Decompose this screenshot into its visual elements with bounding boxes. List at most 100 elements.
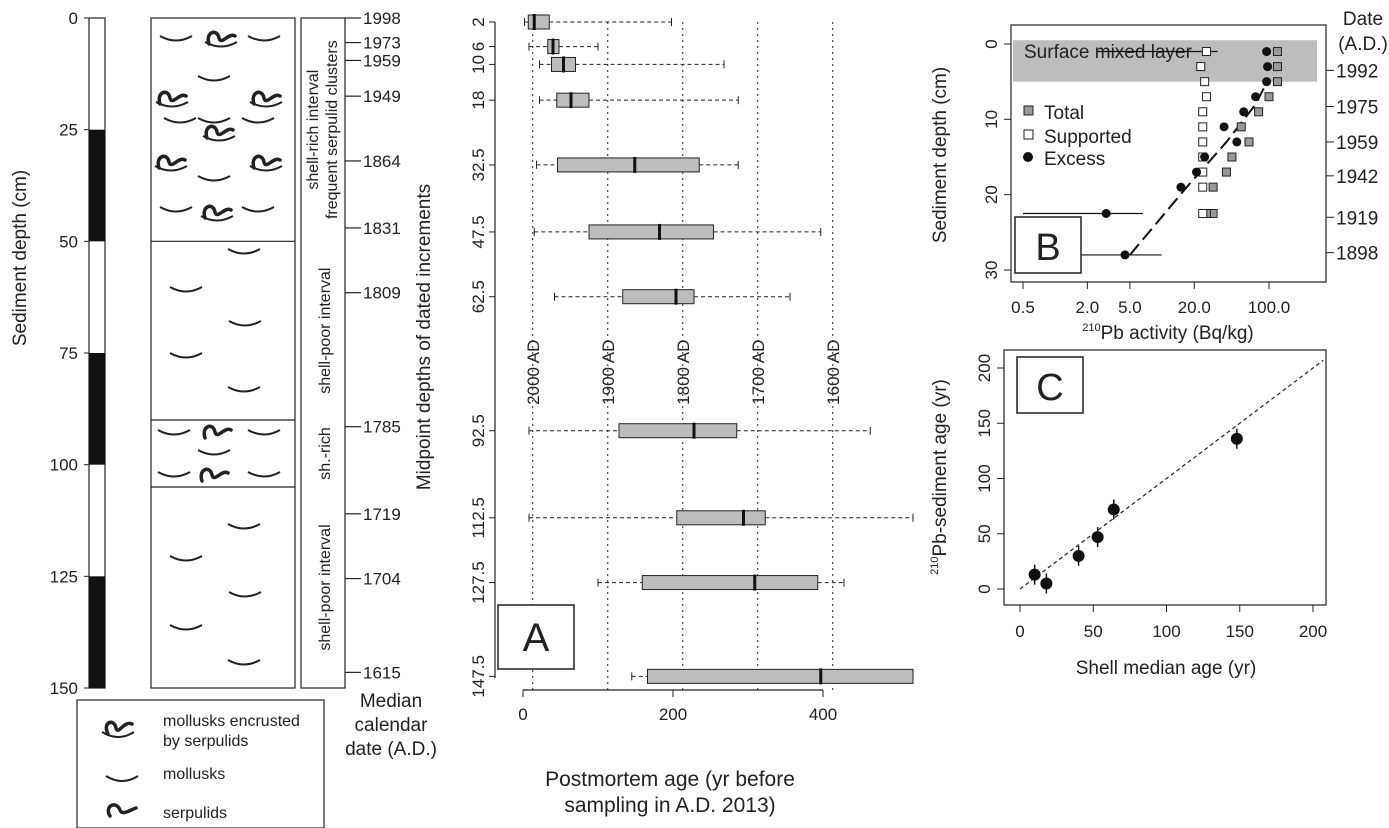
panel-c-ylabel-sup: 210 xyxy=(929,557,941,575)
date-axis-label-line3: date (A.D.) xyxy=(345,739,437,760)
panel-b-ticks: 0.5 2.0 5.0 20.0 100.0 0 10 20 30 1992 1975 1959 194… xyxy=(982,39,1378,317)
total-point xyxy=(1264,92,1274,102)
mollusk-shell-icon xyxy=(157,429,191,436)
mollusk-shell-icon xyxy=(197,449,231,456)
panel-b-right-tick-label: 1992 xyxy=(1336,61,1378,82)
panel-c-x-tick-label: 0 xyxy=(1015,622,1024,641)
mollusk-shell-icon xyxy=(169,286,203,293)
panel-a-xlabel-line2: sampling in A.D. 2013) xyxy=(564,794,775,817)
panel-a-x-tick-label: 400 xyxy=(809,705,837,724)
panel-c-point xyxy=(1107,503,1120,516)
total-point xyxy=(1244,137,1254,147)
panel-b-pb-profile: Surface mixed layer 0.5 2.0 5.0 20.0 100.0 0 1… xyxy=(930,9,1388,344)
depth-tick-label: 25 xyxy=(59,121,78,140)
total-point xyxy=(1236,122,1246,132)
mollusk-shell-icon xyxy=(228,320,262,327)
supported-point xyxy=(1198,137,1208,147)
interval-label: shell-rich interval xyxy=(305,70,322,190)
panel-a-y-tick-label: 18 xyxy=(469,91,488,110)
mollusk-shell-icon xyxy=(197,75,231,82)
panel-c-y-tick-label: 100 xyxy=(975,464,994,492)
panel-b-y-tick-label: 0 xyxy=(982,39,1001,48)
panel-c-xlabel: Shell median age (yr) xyxy=(1076,658,1257,679)
legend-marker-excess xyxy=(1023,152,1033,162)
shell-drawing-frame xyxy=(150,17,296,689)
panel-c-y-tick-label: 150 xyxy=(975,409,994,437)
depth-tick-label: 50 xyxy=(59,232,78,251)
box-iqr xyxy=(647,668,914,684)
reference-year-label: 1900 AD xyxy=(599,340,618,405)
panel-b-x-tick-label: 100.0 xyxy=(1248,298,1291,317)
reference-year-label: 1600 AD xyxy=(824,340,843,405)
panel-a-y-tick-label: 6 xyxy=(469,42,488,51)
legend-label-encrusted-line1: mollusks encrusted xyxy=(163,713,300,730)
panel-c-y-tick-label: 200 xyxy=(975,354,994,382)
mollusk-icon xyxy=(105,775,139,782)
panel-a-y-tick-label: 112.5 xyxy=(469,497,488,538)
median-date-label: 1973 xyxy=(363,34,401,53)
serpulid-icon xyxy=(204,124,235,140)
panel-b-right-tick-label: 1919 xyxy=(1336,208,1378,229)
excess-point xyxy=(1232,137,1242,147)
panel-c-x-tick-label: 200 xyxy=(1299,622,1327,641)
mollusk-shell-icon xyxy=(227,248,261,255)
panel-b-points xyxy=(1023,47,1282,260)
interval-label: sh.-rich xyxy=(317,427,334,479)
legend-label-encrusted-line2: by serpulids xyxy=(163,733,248,750)
legend-item-serpulids: serpulids xyxy=(106,803,227,822)
legend-item-encrusted: mollusks encrusted by serpulids xyxy=(101,713,300,750)
panel-c-frame xyxy=(1003,349,1327,606)
serpulid-icon xyxy=(157,90,188,106)
panel-b-x-tick-label: 20.0 xyxy=(1178,298,1211,317)
excess-fit-line xyxy=(1129,77,1270,256)
panel-a-x-tick-label: 200 xyxy=(659,705,687,724)
supported-point xyxy=(1201,47,1211,57)
panel-c-point xyxy=(1230,432,1243,445)
interval-labels: shell-rich interval frequent serpulid clu… xyxy=(305,40,341,650)
supported-point xyxy=(1198,122,1208,132)
supported-point xyxy=(1201,92,1211,102)
excess-point xyxy=(1219,122,1229,132)
total-point xyxy=(1272,62,1282,72)
mollusk-shell-icon xyxy=(247,471,281,478)
panel-b-xlabel-sup: 210 xyxy=(1082,322,1100,334)
supported-point xyxy=(1200,77,1210,87)
box-iqr xyxy=(557,157,700,173)
panel-c-y-tick-label: 50 xyxy=(975,524,994,543)
depth-bar-black-segment xyxy=(89,353,105,465)
panel-a-label-box xyxy=(497,604,575,670)
panel-c-x-tick-label: 50 xyxy=(1084,622,1103,641)
mollusk-shell-icon xyxy=(169,624,203,631)
depth-tick-label: 125 xyxy=(50,567,78,586)
panel-b-fit-line xyxy=(1129,77,1270,256)
mollusk-shell-icon xyxy=(241,206,275,213)
excess-point xyxy=(1251,92,1261,102)
panel-a-y-tick-label: 32.5 xyxy=(469,148,488,181)
panel-c-point xyxy=(1072,549,1085,562)
total-point xyxy=(1272,77,1282,87)
depth-tick-label: 0 xyxy=(69,9,78,28)
panel-a-reference-lines: 2000 AD 1900 AD 1800 AD 1700 AD 1600 AD xyxy=(524,22,843,690)
median-date-label: 1719 xyxy=(363,505,401,524)
total-point xyxy=(1221,167,1231,177)
excess-point xyxy=(1262,47,1272,57)
excess-point xyxy=(1263,62,1273,72)
median-date-label: 1615 xyxy=(363,663,401,682)
depth-bar-black-segment xyxy=(89,129,105,242)
panel-a-x-tick-label: 0 xyxy=(518,705,527,724)
panel-c-ticks: 0 50 100 150 200 0 50 100 150 200 xyxy=(975,354,1327,641)
box-iqr xyxy=(676,510,766,526)
mollusk-shell-icon xyxy=(241,117,275,124)
legend-label-mollusks: mollusks xyxy=(163,766,225,783)
panel-c-label-box xyxy=(1016,356,1084,414)
mollusk-shell-icon xyxy=(247,429,281,436)
interval-label: shell-poor interval xyxy=(317,268,334,394)
median-date-label: 1949 xyxy=(363,87,401,106)
panel-b-x-tick-label: 0.5 xyxy=(1011,298,1035,317)
excess-point xyxy=(1176,182,1186,192)
panel-b-legend: Total Supported Excess xyxy=(1023,103,1132,170)
median-date-label: 1809 xyxy=(363,284,401,303)
shell-illustrations xyxy=(154,30,283,666)
panel-c-point xyxy=(1040,577,1053,590)
